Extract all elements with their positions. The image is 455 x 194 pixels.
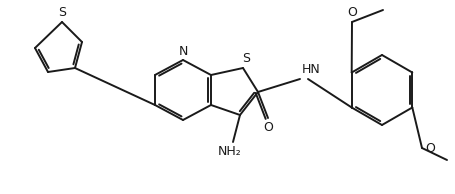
- Text: S: S: [242, 52, 249, 65]
- Text: O: O: [424, 141, 434, 154]
- Text: O: O: [346, 6, 356, 19]
- Text: NH₂: NH₂: [217, 145, 241, 158]
- Text: HN: HN: [301, 63, 320, 76]
- Text: N: N: [178, 45, 187, 58]
- Text: S: S: [58, 6, 66, 19]
- Text: O: O: [263, 121, 273, 134]
